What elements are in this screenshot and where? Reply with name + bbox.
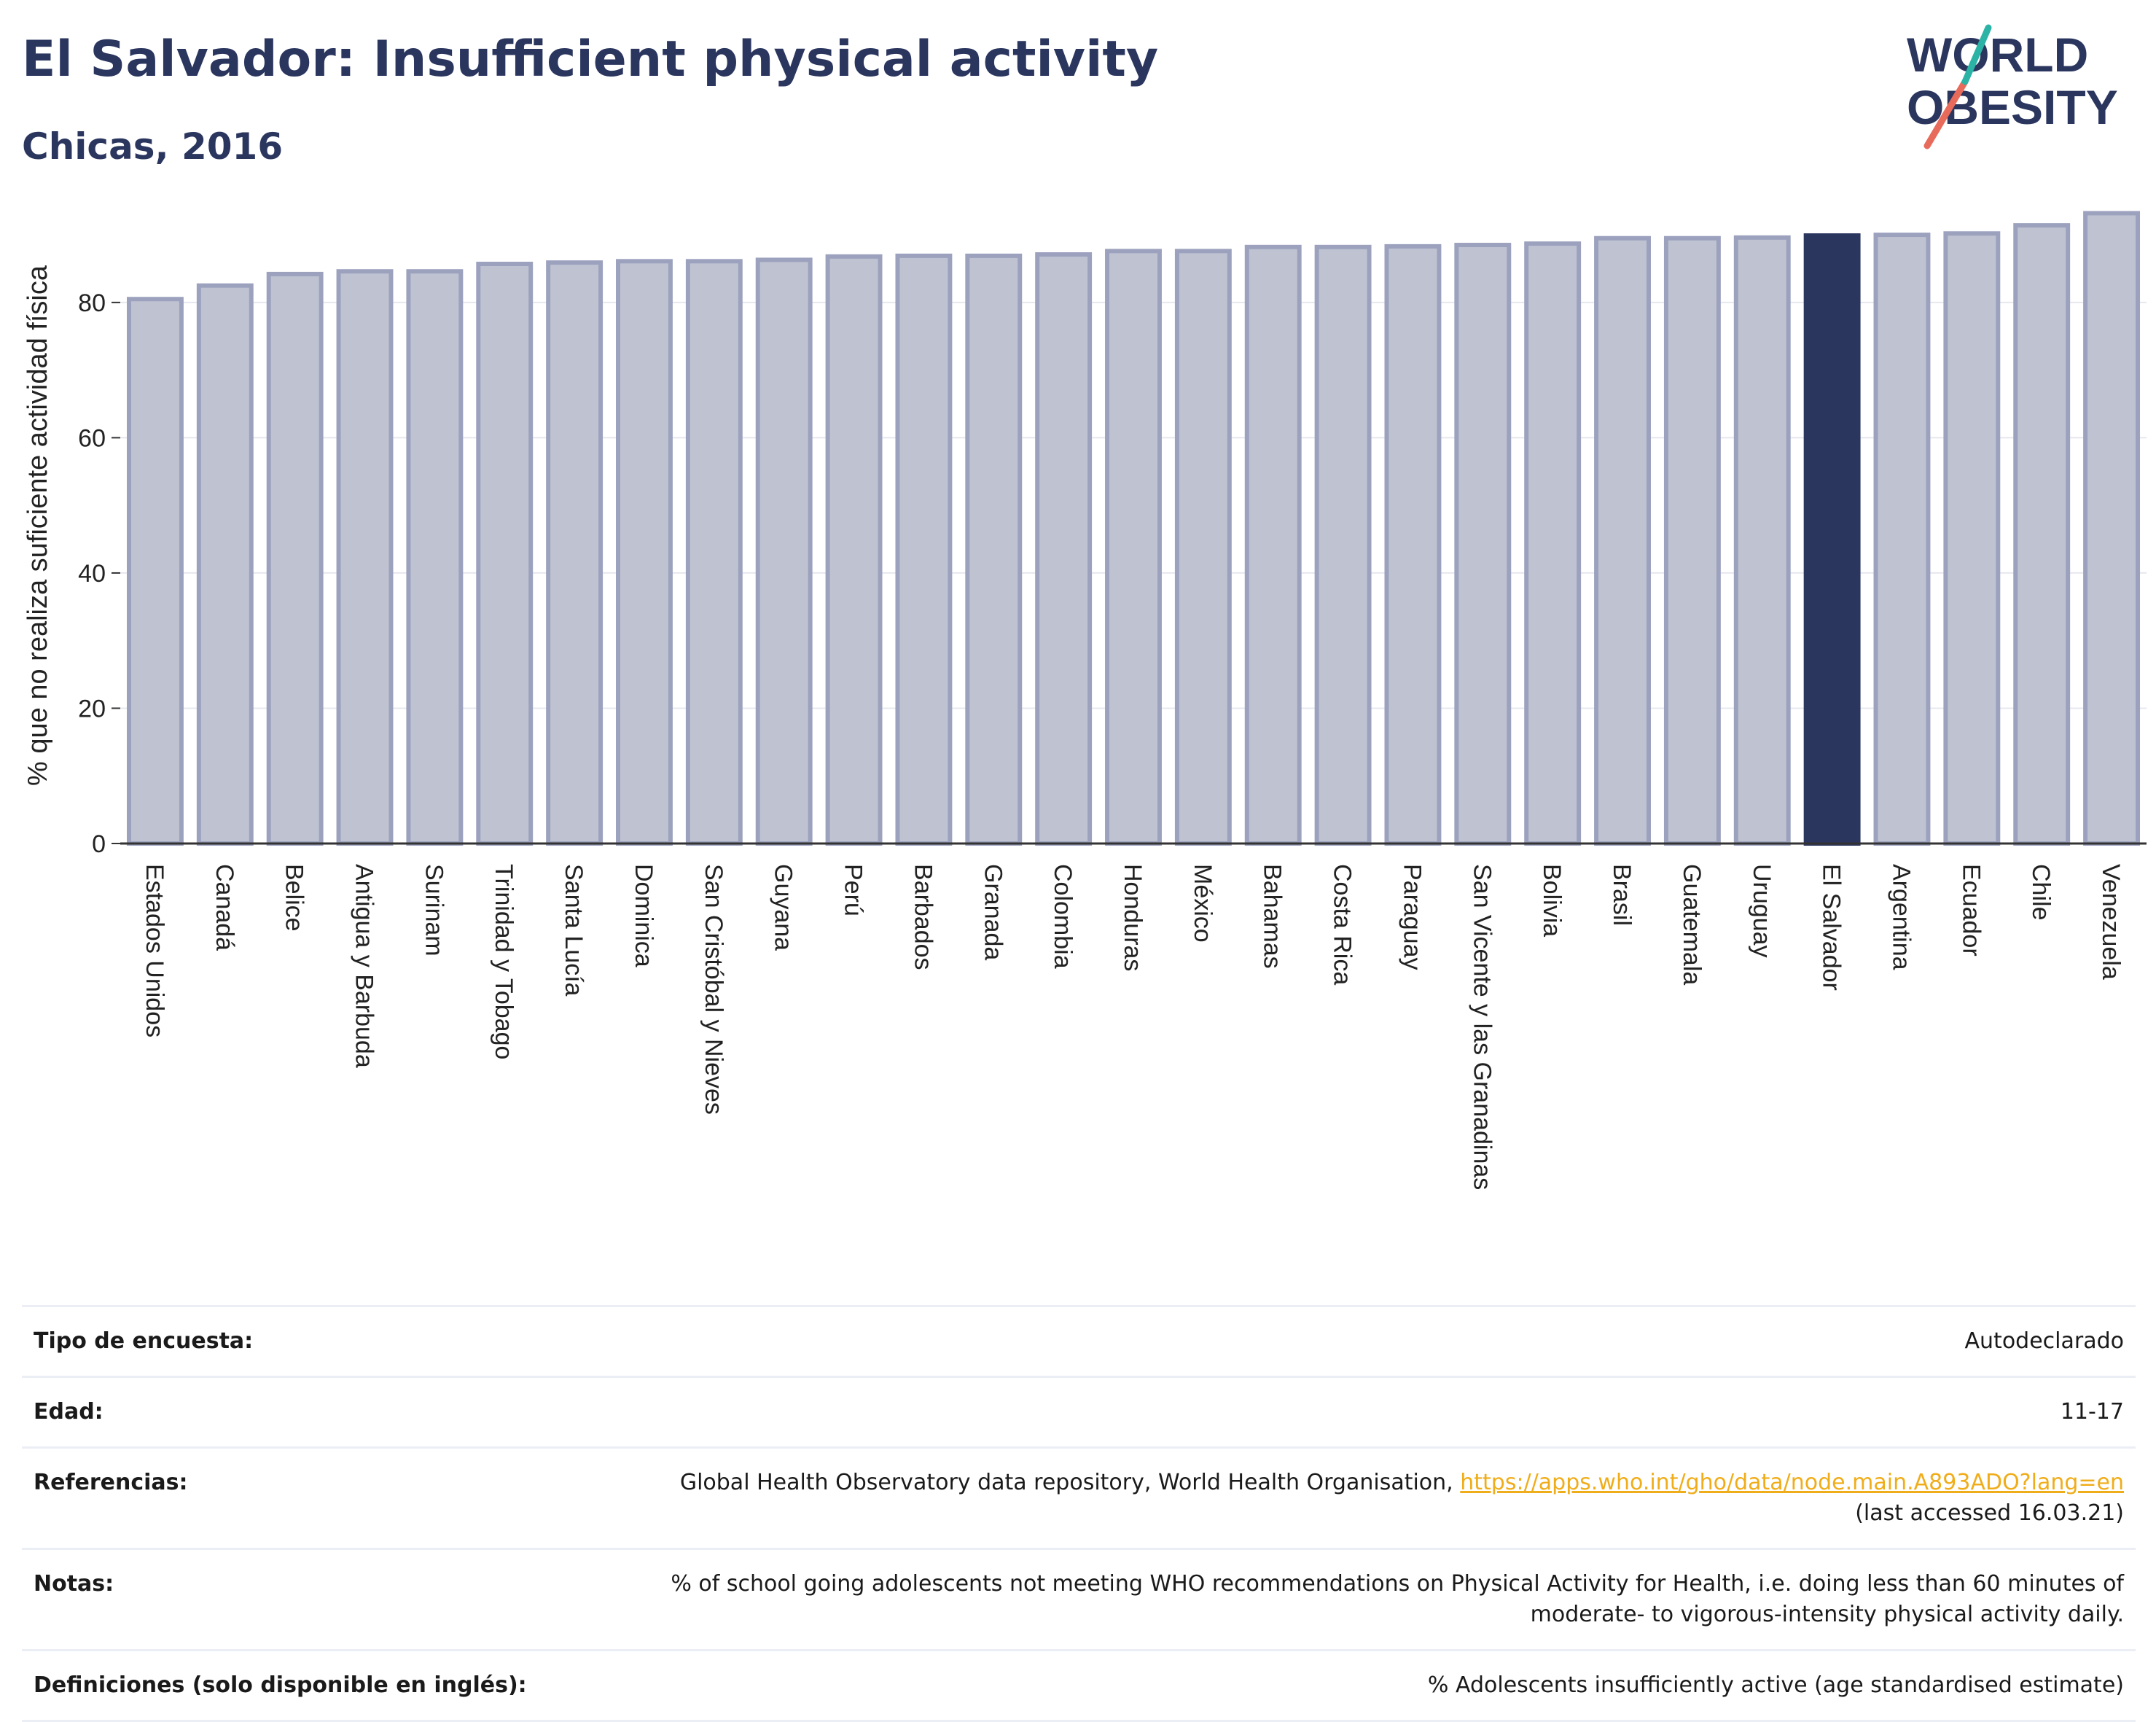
x-tick-label: Surinam: [420, 864, 448, 957]
meta-row-survey-type: Tipo de encuesta: Autodeclarado: [22, 1305, 2136, 1377]
bar: [476, 261, 534, 846]
page-subtitle: Chicas, 2016: [22, 125, 284, 168]
y-tick-label: 40: [78, 560, 106, 588]
meta-label: Definiciones (solo disponible en inglés)…: [22, 1649, 599, 1722]
bar: [1105, 249, 1162, 846]
logo-slash-teal: [1961, 24, 1992, 85]
bar: [1733, 235, 1791, 846]
bar: [1943, 231, 2001, 846]
bar: [1174, 249, 1232, 846]
x-tick-label: Bahamas: [1259, 864, 1286, 969]
page-title: El Salvador: Insufficient physical activ…: [22, 31, 1159, 88]
bar: [755, 257, 813, 846]
bar: [406, 269, 464, 846]
y-axis-title: % que no realiza suficiente actividad fí…: [23, 265, 53, 786]
x-tick-label: San Cristóbal y Nieves: [700, 864, 727, 1115]
logo-line1: WORLD: [1907, 28, 2088, 82]
x-tick-label: Chile: [2027, 864, 2055, 920]
meta-label: Referencias:: [22, 1446, 599, 1549]
x-tick-label: Santa Lucía: [560, 864, 587, 997]
bar-chart: 0 20 40 60 80 % que no realiza suficiente act…: [23, 211, 2147, 1190]
x-tick-label: Guatemala: [1678, 864, 1706, 985]
bar: [1314, 244, 1372, 846]
x-tick-label: Belice: [281, 864, 308, 932]
logo-slash-red: [1923, 78, 1969, 149]
x-tick-label: Brasil: [1608, 864, 1636, 926]
x-tick-label: Granada: [979, 864, 1007, 960]
x-tick-label: Costa Rica: [1329, 864, 1356, 985]
meta-row-definitions: Definiciones (solo disponible en inglés)…: [22, 1649, 2136, 1722]
meta-label: Edad:: [22, 1376, 599, 1448]
meta-row-notes: Notas: % of school going adolescents not…: [22, 1548, 2136, 1651]
x-tick-label: México: [1189, 864, 1216, 943]
meta-label: Notas:: [22, 1548, 599, 1651]
bar: [1594, 235, 1651, 846]
bar: [1035, 252, 1093, 846]
meta-row-references: Referencias: Global Health Observatory d…: [22, 1446, 2136, 1549]
bar: [546, 260, 604, 846]
meta-row-age: Edad: 11-17: [22, 1376, 2136, 1448]
x-tick-label: Colombia: [1049, 864, 1077, 969]
x-tick-label: Uruguay: [1748, 864, 1776, 958]
meta-value: Autodeclarado: [599, 1305, 2136, 1377]
bar: [126, 297, 184, 846]
x-tick-label: Honduras: [1119, 864, 1147, 971]
meta-value: Global Health Observatory data repositor…: [599, 1446, 2136, 1549]
x-tick-label: Argentina: [1887, 864, 1915, 970]
bar: [1454, 243, 1512, 846]
meta-value: % Adolescents insufficiently active (age…: [599, 1649, 2136, 1722]
bar: [685, 259, 743, 846]
x-tick-label: Barbados: [909, 864, 937, 970]
bar: [1663, 235, 1721, 846]
bar: [2083, 211, 2141, 846]
y-tick-label: 0: [92, 830, 106, 858]
x-tick-label: Ecuador: [1957, 864, 1985, 957]
bar: [336, 269, 394, 846]
x-tick-label: Canadá: [211, 864, 238, 951]
meta-value: % of school going adolescents not meetin…: [599, 1548, 2136, 1651]
bar: [1873, 233, 1931, 846]
y-tick-label: 60: [78, 424, 106, 452]
reference-text: Global Health Observatory data repositor…: [679, 1470, 1453, 1495]
reference-link[interactable]: https://apps.who.int/gho/data/node.main.…: [1460, 1470, 2124, 1495]
bar: [1384, 244, 1442, 846]
metadata-table: Tipo de encuesta: Autodeclarado Edad: 11…: [22, 1305, 2136, 1722]
reference-accessed: (last accessed 16.03.21): [1855, 1500, 2124, 1526]
bar: [965, 253, 1023, 846]
x-tick-label: Estados Unidos: [141, 864, 168, 1037]
bar: [895, 253, 953, 846]
x-tick-label: Venezuela: [2097, 864, 2125, 980]
world-obesity-logo: WORLD OBESITY: [1907, 24, 2118, 149]
y-tick-label: 80: [78, 289, 106, 317]
bar: [825, 254, 883, 846]
x-tick-label: Bolivia: [1538, 864, 1566, 937]
bar: [616, 259, 673, 846]
bar: [1524, 241, 1582, 846]
x-tick-label: El Salvador: [1818, 864, 1846, 991]
bar: [266, 271, 324, 846]
y-tick-label: 20: [78, 695, 106, 722]
x-tick-label: Perú: [840, 864, 867, 916]
x-tick-label: Trinidad y Tobago: [490, 864, 517, 1059]
x-tick-label: Paraguay: [1398, 864, 1426, 970]
x-tick-label: Dominica: [630, 864, 657, 967]
x-tick-label: Antigua y Barbuda: [351, 864, 378, 1068]
bar-highlight: [1803, 233, 1861, 846]
meta-value: 11-17: [599, 1376, 2136, 1448]
bar: [196, 283, 254, 846]
x-tick-label: Guyana: [770, 864, 797, 951]
bar: [1244, 244, 1302, 846]
meta-label: Tipo de encuesta:: [22, 1305, 599, 1377]
bar: [2013, 223, 2071, 846]
x-tick-label: San Vicente y las Granadinas: [1468, 864, 1496, 1190]
